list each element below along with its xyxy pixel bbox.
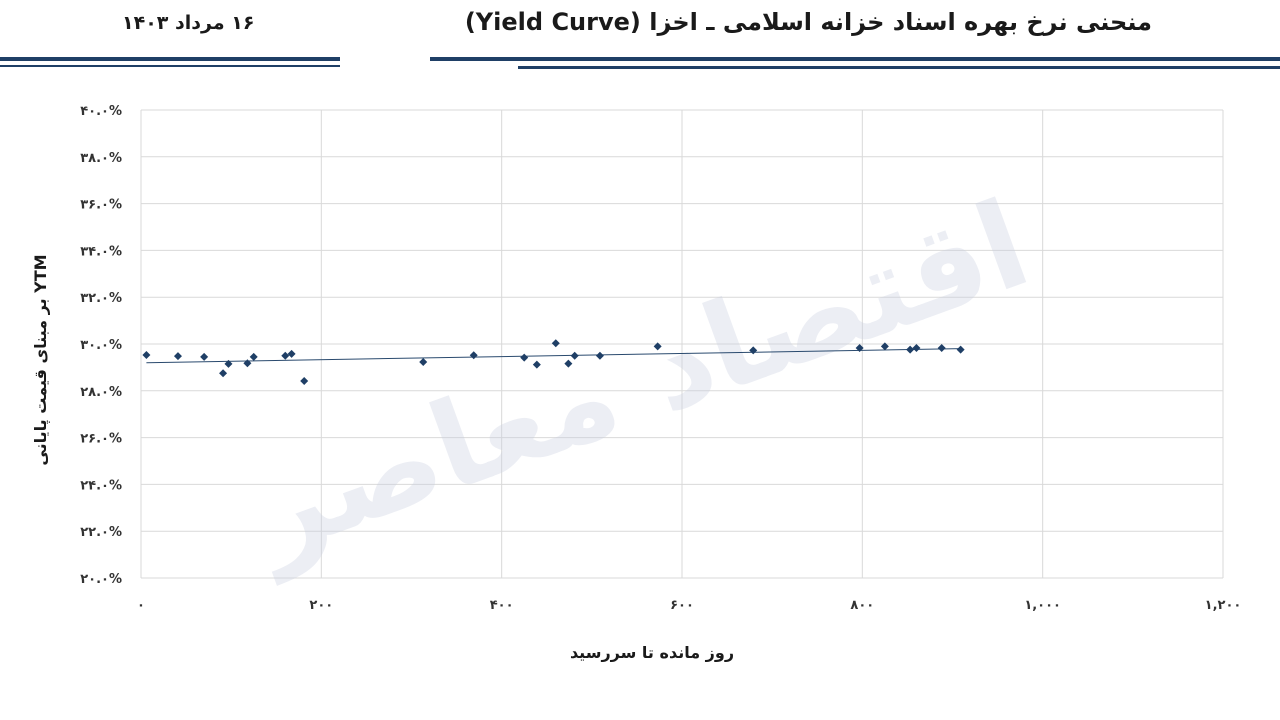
- trendline-group: [146, 348, 961, 364]
- data-point: [219, 369, 228, 378]
- data-point: [249, 352, 258, 361]
- header-rule-right-bottom: [518, 66, 1280, 69]
- y-tick-label: ۴۰.۰%: [80, 104, 122, 119]
- data-point: [520, 353, 529, 362]
- data-point: [224, 359, 233, 368]
- x-tick-label: ۱,۰۰۰: [1024, 598, 1061, 613]
- header-rule-center: [430, 57, 1280, 61]
- y-tick-label: ۲۰.۰%: [80, 572, 122, 587]
- data-point: [906, 345, 915, 354]
- data-point: [564, 359, 573, 368]
- report-date: ۱۶ مرداد ۱۴۰۳: [122, 12, 255, 34]
- y-tick-label: ۲۲.۰%: [80, 525, 122, 540]
- data-point: [855, 343, 864, 352]
- y-tick-labels: ۲۰.۰% ۲۲.۰% ۲۴.۰% ۲۶.۰% ۲۸.۰% ۳۰.۰% ۳۲.۰% ۳۴.۰%…: [80, 104, 122, 587]
- data-point: [749, 346, 758, 355]
- data-point: [653, 342, 662, 351]
- x-axis-title: روز مانده تا سررسید: [570, 643, 734, 662]
- data-point: [173, 352, 182, 361]
- x-tick-label: ۸۰۰: [850, 598, 874, 613]
- data-points: [142, 339, 965, 385]
- data-point: [532, 360, 541, 369]
- y-axis-title: YTM بر مبنای قیمت پایانی: [31, 254, 51, 465]
- data-point: [912, 343, 921, 352]
- y-tick-label: ۲۸.۰%: [80, 385, 122, 400]
- data-point: [570, 351, 579, 360]
- data-point: [956, 345, 965, 354]
- x-tick-label: ۲۰۰: [309, 598, 333, 613]
- y-tick-label: ۲۶.۰%: [80, 432, 122, 447]
- x-tick-label: ۱,۲۰۰: [1205, 598, 1242, 613]
- data-point: [200, 352, 209, 361]
- data-point: [937, 343, 946, 352]
- data-point: [142, 350, 151, 359]
- page-title: منحنی نرخ بهره اسناد خزانه اسلامی ـ اخزا…: [464, 8, 1152, 36]
- x-tick-label: ۰: [137, 598, 145, 613]
- x-tick-labels: ۰ ۲۰۰ ۴۰۰ ۶۰۰ ۸۰۰ ۱,۰۰۰ ۱,۲۰۰: [137, 598, 1241, 613]
- trendline: [146, 348, 961, 364]
- data-point: [469, 351, 478, 360]
- data-point: [880, 342, 889, 351]
- y-tick-label: ۲۴.۰%: [80, 478, 122, 493]
- data-point: [419, 358, 428, 367]
- x-tick-label: ۶۰۰: [670, 598, 694, 613]
- y-tick-label: ۳۰.۰%: [80, 338, 122, 353]
- y-tick-label: ۳۴.۰%: [80, 244, 122, 259]
- data-point: [287, 349, 296, 358]
- data-point: [281, 351, 290, 360]
- x-tick-label: ۴۰۰: [490, 598, 514, 613]
- header-rule-left-bottom: [0, 65, 340, 67]
- data-point: [300, 376, 309, 385]
- y-tick-label: ۳۶.۰%: [80, 198, 122, 213]
- header-rule-left-top: [0, 57, 340, 61]
- watermark: اقتصاد معاصر: [229, 175, 1045, 585]
- data-point: [551, 339, 560, 348]
- y-tick-label: ۳۲.۰%: [80, 291, 122, 306]
- data-point: [243, 359, 252, 368]
- grid-lines: [140, 109, 1224, 579]
- y-tick-label: ۳۸.۰%: [80, 151, 122, 166]
- data-point: [595, 351, 604, 360]
